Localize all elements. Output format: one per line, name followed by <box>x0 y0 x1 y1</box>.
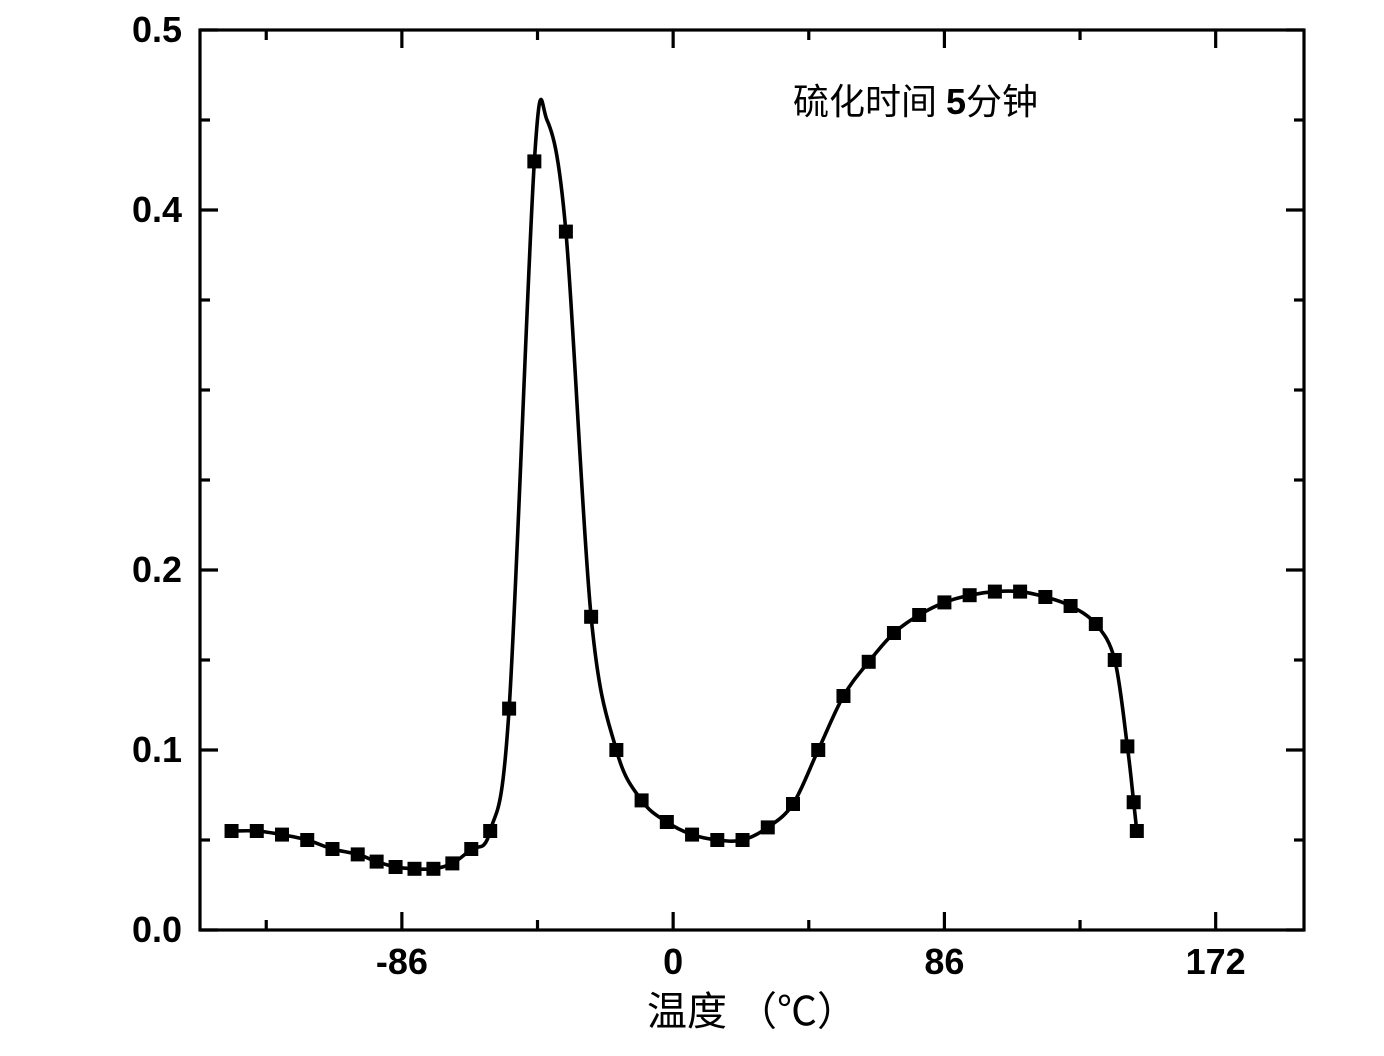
x-tick-label: -86 <box>376 941 428 982</box>
data-marker <box>988 585 1002 599</box>
data-marker <box>300 833 314 847</box>
data-marker <box>862 655 876 669</box>
data-marker <box>527 154 541 168</box>
data-marker <box>912 608 926 622</box>
data-marker <box>389 860 403 874</box>
data-marker <box>1108 653 1122 667</box>
data-marker <box>736 833 750 847</box>
x-tick-label: 86 <box>924 941 964 982</box>
data-marker <box>407 862 421 876</box>
x-axis-label: 温度 （℃） <box>647 989 857 1034</box>
data-marker <box>1064 599 1078 613</box>
data-marker <box>811 743 825 757</box>
y-tick-label: 0.5 <box>132 9 182 50</box>
data-marker <box>836 689 850 703</box>
data-marker <box>584 610 598 624</box>
data-marker <box>1038 590 1052 604</box>
data-marker <box>275 828 289 842</box>
y-tick-label: 0.0 <box>132 909 182 950</box>
data-marker <box>761 820 775 834</box>
data-marker <box>225 824 239 838</box>
data-marker <box>502 702 516 716</box>
data-marker <box>483 824 497 838</box>
data-marker <box>685 828 699 842</box>
data-marker <box>1089 617 1103 631</box>
data-marker <box>635 793 649 807</box>
data-marker <box>370 855 384 869</box>
data-marker <box>325 842 339 856</box>
data-marker <box>1127 795 1141 809</box>
data-marker <box>250 824 264 838</box>
data-marker <box>351 847 365 861</box>
data-marker <box>464 842 478 856</box>
data-marker <box>426 862 440 876</box>
x-tick-label: 172 <box>1186 941 1246 982</box>
data-marker <box>445 856 459 870</box>
data-marker <box>1013 585 1027 599</box>
y-tick-label: 0.4 <box>132 189 182 230</box>
data-marker <box>786 797 800 811</box>
data-marker <box>609 743 623 757</box>
data-marker <box>710 833 724 847</box>
y-tick-label: 0.1 <box>132 729 182 770</box>
x-tick-label: 0 <box>663 941 683 982</box>
data-marker <box>559 225 573 239</box>
data-marker <box>1120 739 1134 753</box>
data-marker <box>1130 824 1144 838</box>
data-marker <box>660 815 674 829</box>
annotation-label: 硫化时间 5分钟 <box>793 81 1038 122</box>
loss-factor-chart: -860861720.00.10.20.40.5温度 （℃）损耗因子硫化时间 5… <box>0 0 1384 1056</box>
y-tick-label: 0.2 <box>132 549 182 590</box>
data-marker <box>963 588 977 602</box>
data-marker <box>937 595 951 609</box>
data-marker <box>887 626 901 640</box>
